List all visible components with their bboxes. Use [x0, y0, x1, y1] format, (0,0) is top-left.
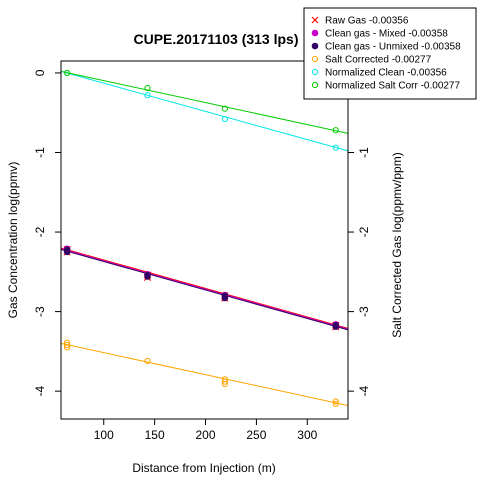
- axes: 10015020025030000-1-1-2-2-3-3-4-4: [33, 69, 371, 442]
- data-point: [144, 357, 151, 365]
- data-point: [332, 127, 339, 134]
- data-point: [63, 248, 71, 256]
- data-point: [221, 115, 228, 123]
- data-point: [144, 92, 151, 99]
- fit-line: [60, 342, 349, 406]
- x-tick-label: 200: [196, 428, 216, 442]
- data-point: [332, 144, 339, 151]
- legend-marker: [311, 81, 319, 89]
- x-tick-label: 150: [145, 428, 165, 442]
- series-2: [60, 246, 349, 331]
- legend-marker: [311, 16, 319, 24]
- y-tick-label-right: -4: [357, 385, 371, 396]
- legend-item-2: Clean gas - Unmixed -0.00358: [311, 42, 461, 53]
- legend-item-1: Clean gas - Mixed -0.00358: [311, 29, 448, 40]
- legend-box: [303, 7, 477, 100]
- x-tick-label: 300: [297, 428, 317, 442]
- legend-marker: [311, 29, 319, 37]
- y-tick-label: -2: [33, 226, 47, 237]
- legend-label: Clean gas - Mixed -0.00358: [325, 29, 448, 40]
- data-point: [144, 84, 151, 92]
- fit-line: [60, 70, 349, 134]
- y-axis-label-right: Salt Corrected Gas log(ppmv/ppm): [390, 152, 404, 337]
- legend-marker: [311, 42, 319, 50]
- data-point: [221, 378, 228, 385]
- y-tick-label: -1: [33, 147, 47, 158]
- legend-label: Normalized Salt Corr -0.00277: [325, 81, 460, 92]
- fit-line: [60, 70, 349, 152]
- x-axis-label: Distance from Injection (m): [132, 461, 275, 475]
- fit-line: [60, 247, 349, 329]
- data-point: [332, 398, 339, 405]
- fit-line: [60, 249, 349, 331]
- legend-item-4: Normalized Clean -0.00356: [311, 68, 447, 79]
- series-3: [60, 339, 349, 407]
- legend-label: Normalized Clean -0.00356: [325, 68, 447, 79]
- legend-item-3: Salt Corrected -0.00277: [311, 55, 432, 66]
- data-point: [144, 273, 151, 280]
- data-point: [221, 105, 228, 112]
- y-tick-label: -4: [33, 385, 47, 396]
- x-tick-label: 250: [246, 428, 266, 442]
- plot-marks: [60, 69, 349, 407]
- series-5: [60, 69, 349, 134]
- data-point: [221, 380, 228, 388]
- y-tick-label: -3: [33, 306, 47, 317]
- y-tick-label-right: -3: [357, 306, 371, 317]
- chart-title: CUPE.20171103 (313 lps): [134, 31, 299, 47]
- data-point: [64, 69, 71, 77]
- legend: Raw Gas -0.00356 Clean gas - Mixed -0.003…: [303, 7, 477, 100]
- y-tick-label-right: -2: [357, 226, 371, 237]
- fit-line: [60, 248, 349, 330]
- legend-label: Raw Gas -0.00356: [325, 16, 409, 27]
- data-point: [64, 344, 71, 351]
- y-tick-label: 0: [33, 69, 47, 76]
- x-tick-label: 100: [94, 428, 114, 442]
- y-tick-label-right: -1: [357, 147, 371, 158]
- data-point: [332, 400, 339, 407]
- data-point: [64, 341, 71, 349]
- plot-frame: [60, 60, 349, 420]
- y-axis-label: Gas Concentration log(ppmv): [6, 162, 20, 319]
- legend-item-0: Raw Gas -0.00356: [311, 16, 409, 27]
- legend-label: Salt Corrected -0.00277: [325, 55, 432, 66]
- data-point: [332, 323, 339, 330]
- legend-label: Clean gas - Unmixed -0.00358: [325, 42, 461, 53]
- legend-marker: [311, 68, 319, 76]
- legend-item-5: Normalized Salt Corr -0.00277: [311, 81, 460, 92]
- data-point: [221, 294, 229, 302]
- legend-marker: [311, 55, 319, 63]
